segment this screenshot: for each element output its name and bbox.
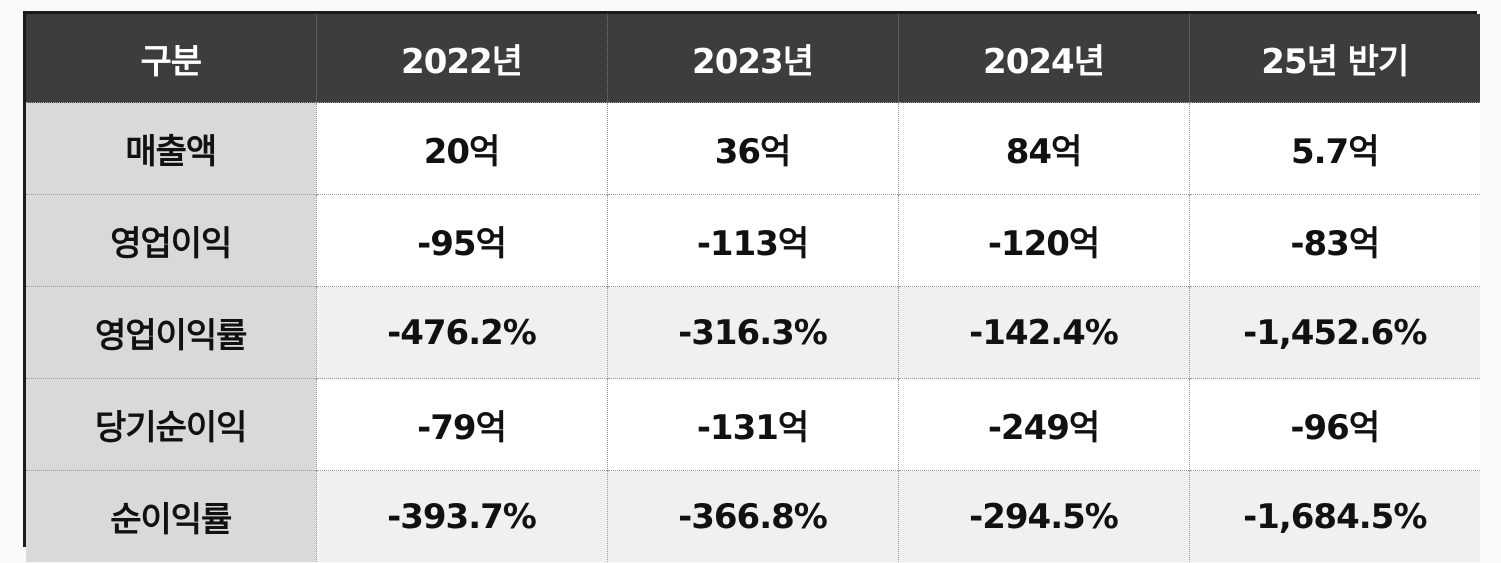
table-cell: -83억 bbox=[1188, 194, 1480, 287]
header-row: 구분 2022년 2023년 2024년 25년 반기 bbox=[26, 14, 1480, 103]
table-cell: -113억 bbox=[606, 194, 898, 287]
table-cell: -294.5% bbox=[897, 470, 1189, 562]
table-cell: -96억 bbox=[1188, 378, 1480, 471]
table-row-revenue: 매출액 20억 36억 84억 5.7억 bbox=[26, 102, 1480, 195]
table-cell: -142.4% bbox=[897, 286, 1189, 379]
table-row-net-income: 당기순이익 -79억 -131억 -249억 -96억 bbox=[26, 378, 1480, 471]
table-cell: -476.2% bbox=[315, 286, 607, 379]
header-cell-category: 구분 bbox=[26, 14, 316, 103]
table-cell: 5.7억 bbox=[1188, 102, 1480, 195]
table-cell: -120억 bbox=[897, 194, 1189, 287]
table-cell: -79억 bbox=[315, 378, 607, 471]
table-cell: 84억 bbox=[897, 102, 1189, 195]
table-row-net-margin: 순이익률 -393.7% -366.8% -294.5% -1,684.5% bbox=[26, 470, 1480, 562]
row-label: 순이익률 bbox=[26, 470, 316, 562]
row-label: 영업이익률 bbox=[26, 286, 316, 379]
table-cell: -366.8% bbox=[606, 470, 898, 562]
header-cell-2025-half: 25년 반기 bbox=[1188, 14, 1480, 103]
table-cell: -1,684.5% bbox=[1188, 470, 1480, 562]
table-cell: -95억 bbox=[315, 194, 607, 287]
financial-table-grid: 구분 2022년 2023년 2024년 25년 반기 매출액 20억 36억 … bbox=[26, 14, 1480, 562]
header-cell-2024: 2024년 bbox=[897, 14, 1189, 103]
row-label: 매출액 bbox=[26, 102, 316, 195]
table-cell: 36억 bbox=[606, 102, 898, 195]
table-cell: -393.7% bbox=[315, 470, 607, 562]
table-row-operating-profit: 영업이익 -95억 -113억 -120억 -83억 bbox=[26, 194, 1480, 287]
row-label: 영업이익 bbox=[26, 194, 316, 287]
financial-table: 구분 2022년 2023년 2024년 25년 반기 매출액 20억 36억 … bbox=[23, 11, 1480, 562]
table-cell: -249억 bbox=[897, 378, 1189, 471]
table-cell: -316.3% bbox=[606, 286, 898, 379]
table-cell: -131억 bbox=[606, 378, 898, 471]
table-row-operating-margin: 영업이익률 -476.2% -316.3% -142.4% -1,452.6% bbox=[26, 286, 1480, 379]
row-label: 당기순이익 bbox=[26, 378, 316, 471]
header-cell-2022: 2022년 bbox=[315, 14, 607, 103]
table-cell: -1,452.6% bbox=[1188, 286, 1480, 379]
table-cell: 20억 bbox=[315, 102, 607, 195]
header-cell-2023: 2023년 bbox=[606, 14, 898, 103]
